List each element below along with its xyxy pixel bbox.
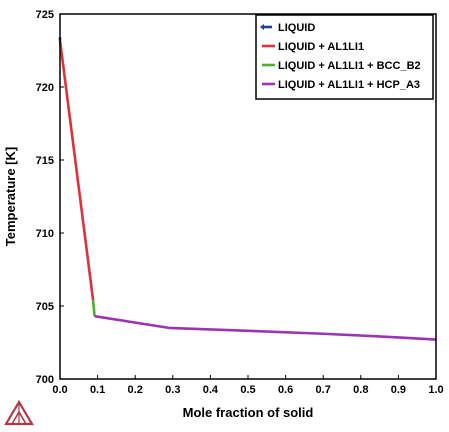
x-axis-title: Mole fraction of solid [183,405,314,420]
y-tick-label: 710 [36,228,54,240]
x-tick-label: 0.2 [128,384,143,396]
legend-label: LIQUID + AL1LI1 [278,41,364,53]
legend-box [255,14,434,100]
x-tick-label: 1.0 [428,384,443,396]
x-tick-label: 0.6 [278,384,293,396]
x-tick-label: 0.1 [90,384,105,396]
y-tick-label: 725 [36,9,54,21]
y-tick-label: 720 [36,82,54,94]
y-axis-title: Temperature [K] [3,147,18,246]
thermo-calc-logo-icon [4,399,34,426]
series-line-3 [94,314,437,341]
legend: LIQUID LIQUID + AL1LI1 LIQUID + AL1LI1 + B… [255,14,434,100]
x-tick-label: 0.4 [203,384,219,396]
legend-label: LIQUID [278,22,315,34]
x-tick-label: 0.7 [316,384,331,396]
x-tick-label: 0.8 [353,384,368,396]
x-tick-label: 0.5 [240,384,255,396]
series-line-2 [91,300,96,317]
legend-label: LIQUID + AL1LI1 + BCC_B2 [278,60,421,72]
axes: 0.0 0.1 0.2 0.3 0.4 0.5 0.6 0.7 0.8 0.9 1.0 700 705 7… [36,9,444,396]
y-tick-label: 700 [36,374,54,386]
legend-marker [260,24,264,30]
legend-label: LIQUID + AL1LI1 + HCP_A3 [278,79,420,91]
x-tick-label: 0.3 [165,384,180,396]
series-line-1 [58,40,95,301]
y-tick-label: 715 [36,155,54,167]
x-tick-label: 0.9 [391,384,406,396]
y-tick-label: 705 [36,301,54,313]
x-tick-label: 0.0 [52,384,67,396]
